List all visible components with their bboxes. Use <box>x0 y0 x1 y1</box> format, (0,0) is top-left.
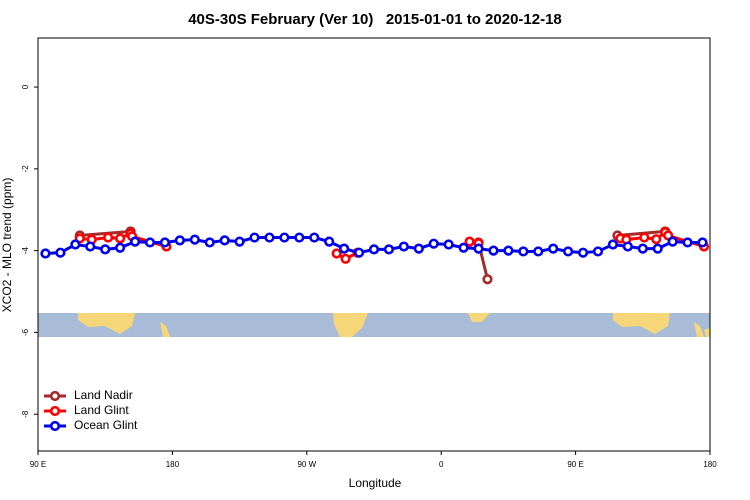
data-point <box>234 236 245 247</box>
data-point <box>637 243 648 254</box>
legend-marker <box>49 420 61 432</box>
legend-marker <box>49 405 61 417</box>
data-point <box>368 244 380 255</box>
y-tick-label: -6 <box>21 328 30 336</box>
data-point <box>503 245 514 256</box>
data-point <box>189 234 200 245</box>
data-point <box>639 232 650 243</box>
data-point <box>331 248 342 259</box>
data-point <box>103 232 114 243</box>
data-point <box>518 246 529 257</box>
data-point <box>533 246 544 257</box>
data-point <box>204 237 215 248</box>
legend-label: Land Nadir <box>74 388 133 402</box>
data-point <box>383 244 395 255</box>
plot-frame <box>37 37 711 452</box>
data-point <box>607 239 619 250</box>
data-point <box>340 253 351 264</box>
data-point <box>100 244 111 255</box>
y-tick-label: -8 <box>21 410 30 418</box>
data-point <box>70 239 81 250</box>
y-axis-label: XCO2 - MLO trend (ppm) <box>0 178 14 313</box>
data-point <box>353 247 365 258</box>
legend-label: Ocean Glint <box>74 418 138 432</box>
data-point <box>577 247 589 258</box>
data-point <box>548 243 559 254</box>
y-tick-label: 0 <box>21 84 30 89</box>
data-point <box>652 243 663 254</box>
data-point <box>428 238 439 249</box>
data-point <box>339 243 350 254</box>
data-point <box>667 236 678 247</box>
data-point <box>144 237 156 248</box>
x-tick-label: 90 W <box>297 460 316 469</box>
data-point <box>697 237 708 248</box>
data-point <box>682 237 693 248</box>
data-point <box>294 232 305 243</box>
data-point <box>563 246 574 257</box>
data-point <box>55 247 66 258</box>
data-point <box>40 248 51 259</box>
x-axis-label: Longitude <box>349 476 402 490</box>
data-point <box>651 234 662 245</box>
data-point <box>458 242 469 253</box>
data-point <box>115 233 126 244</box>
data-point <box>413 243 424 254</box>
map-strip <box>38 313 710 337</box>
data-point <box>443 239 454 250</box>
data-point <box>398 241 409 252</box>
data-point <box>85 241 96 252</box>
legend-label: Land Glint <box>74 403 129 417</box>
legend-marker <box>49 390 61 402</box>
data-point <box>174 235 185 246</box>
data-point <box>622 241 633 252</box>
chart-title: 40S-30S February (Ver 10) 2015-01-01 to … <box>188 11 562 28</box>
data-point <box>324 236 335 247</box>
data-point <box>129 236 141 247</box>
data-point <box>159 237 171 248</box>
y-tick-label: -4 <box>21 247 30 255</box>
data-point <box>264 232 275 243</box>
data-point <box>482 274 493 285</box>
data-point <box>279 232 290 243</box>
data-point <box>464 236 475 247</box>
y-tick-label: -2 <box>21 165 30 173</box>
data-point <box>488 245 499 256</box>
x-tick-label: 90 E <box>567 460 583 469</box>
x-tick-label: 180 <box>703 460 717 469</box>
data-point <box>249 232 260 243</box>
data-point <box>309 232 320 243</box>
data-point <box>473 243 484 254</box>
data-point <box>115 242 126 253</box>
data-point <box>219 235 230 246</box>
x-tick-label: 90 E <box>30 460 46 469</box>
data-point <box>592 246 604 257</box>
x-tick-label: 0 <box>439 460 444 469</box>
x-tick-label: 180 <box>166 460 180 469</box>
